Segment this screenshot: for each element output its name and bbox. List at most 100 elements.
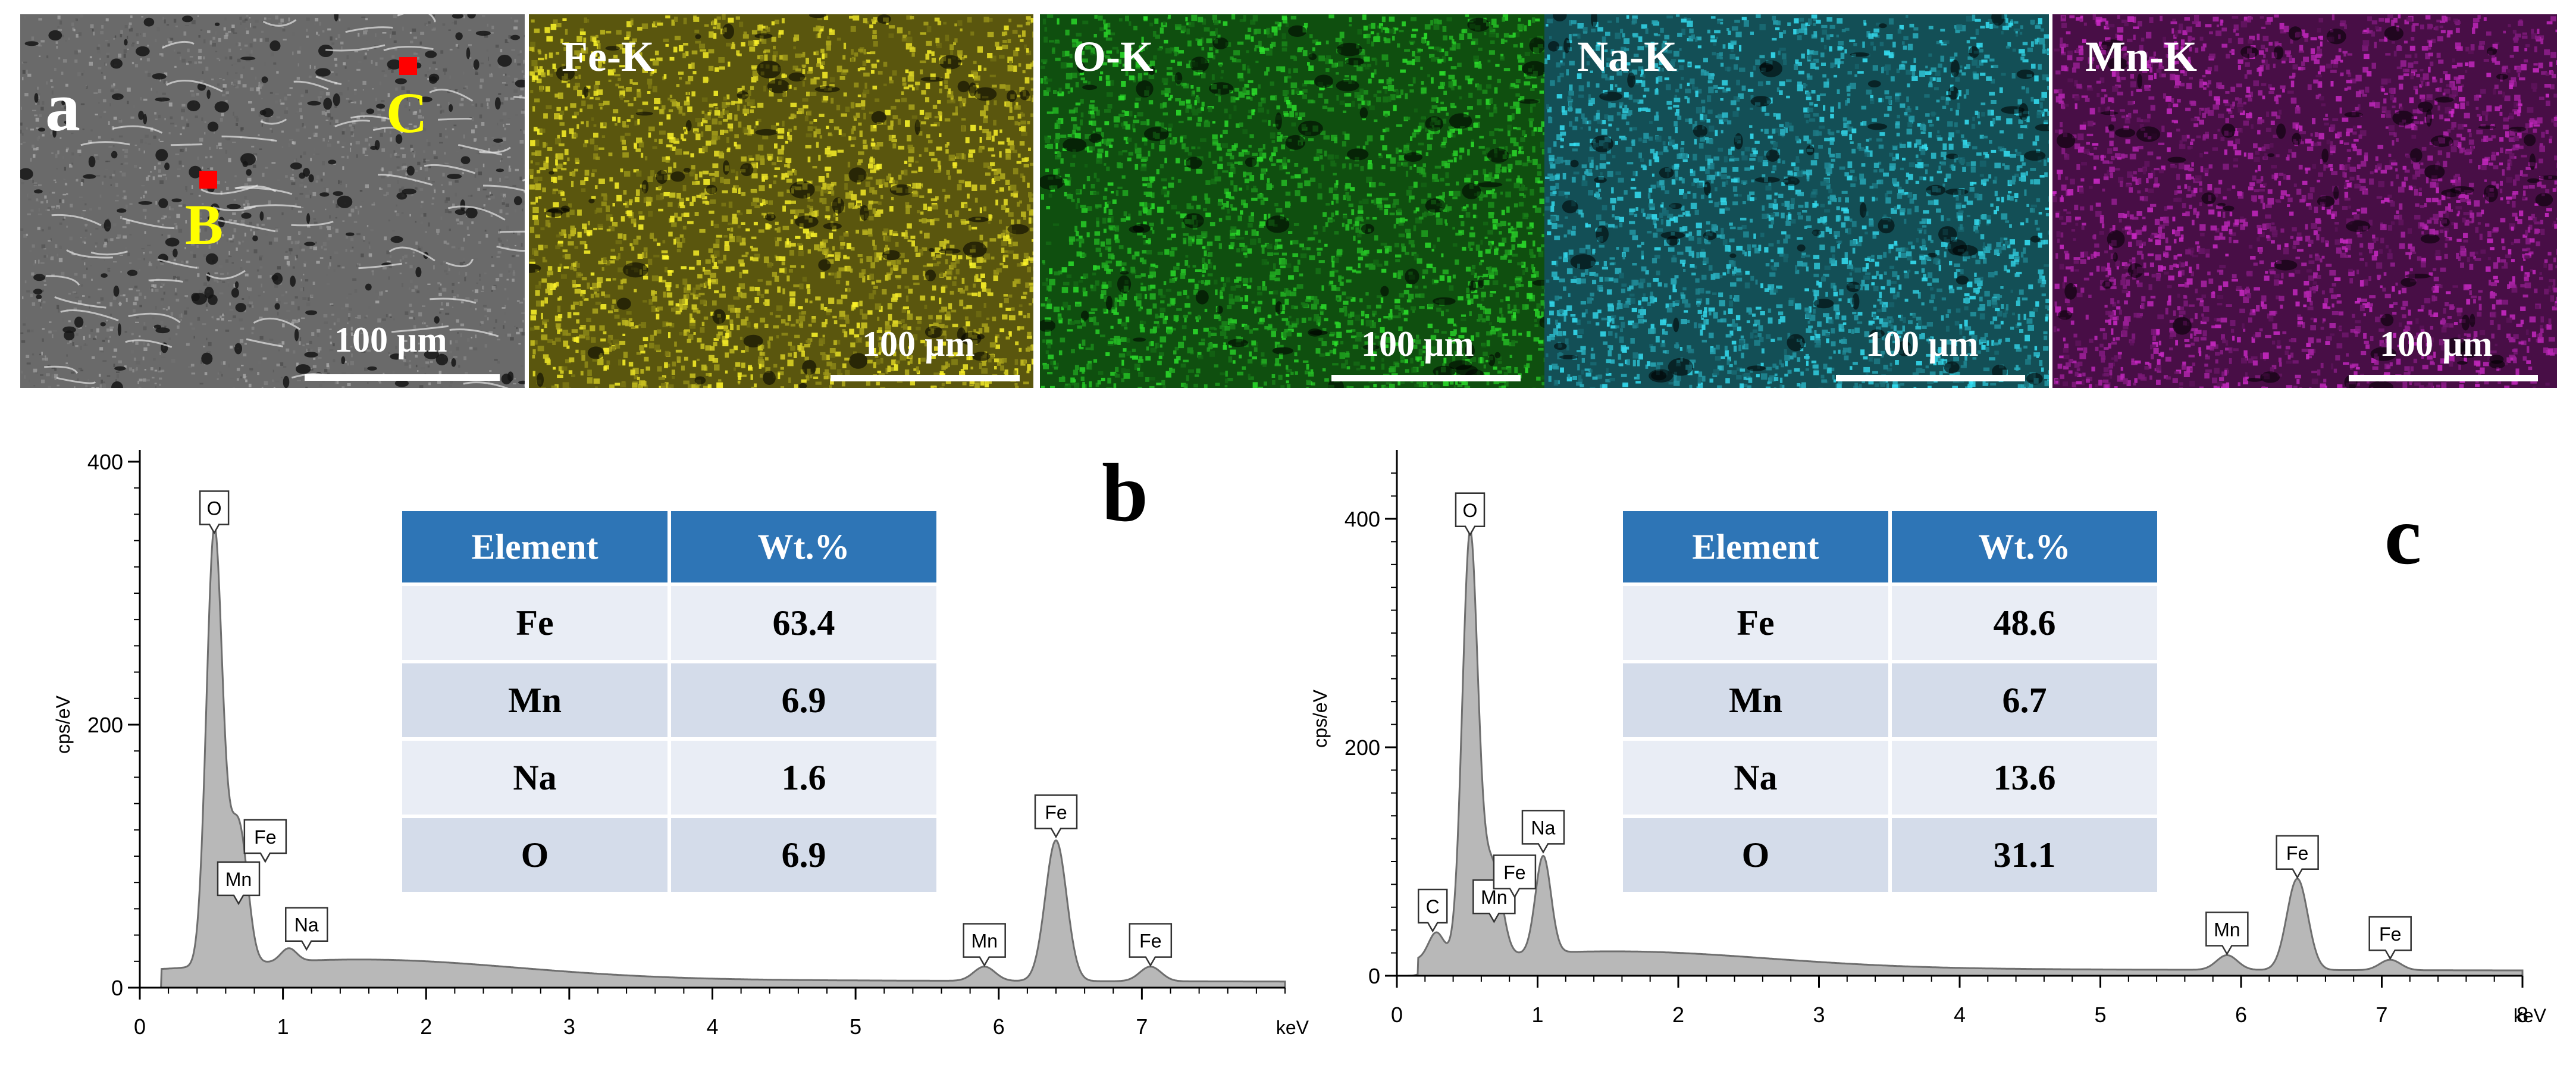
table-c-cell: Na [1619,737,1892,818]
spectrum-area [140,526,1286,989]
table-b-cell: 1.6 [667,737,940,818]
table-c-header-wt: Wt.% [1888,508,2161,586]
y-axis-label: cps/eV [1309,689,1331,747]
table-b-cell: Mn [399,660,671,741]
y-tick-label: 200 [1345,735,1380,760]
spectrum-b: 0 1 2 3 4 5 6 7 0 200 400 keV cps/eV O Fe Mn Na Mn Fe Fe b … [18,440,1309,1062]
table-b-header-element: Element [399,508,671,586]
composition-table-b: Element Wt.% Fe 63.4 Mn 6.9 Na 1.6 O 6.9 [399,508,940,895]
peak-label: Fe [1129,923,1173,967]
table-c-cell: O [1619,815,1892,895]
point-c-marker [399,57,417,75]
table-b-header-wt: Wt.% [667,508,940,586]
x-axis-label: keV [2514,1005,2547,1026]
fe-k-scale-label: 100 µm [862,324,975,364]
x-tick-label: 5 [2094,1003,2106,1027]
peak-label: Mn [217,861,261,906]
table-b-cell: 6.9 [667,815,940,895]
table-c-cell: Fe [1619,582,1892,663]
x-tick-label: 0 [1391,1003,1403,1027]
peak-label: C [1417,888,1448,933]
fe-k-map-texture [529,14,1033,388]
na-k-map-label: Na-K [1577,33,1677,80]
point-b-label: B [185,193,224,256]
panel-b-letter: b [1102,447,1148,539]
x-tick-label: 3 [563,1014,575,1039]
o-k-map-label: O-K [1073,33,1154,80]
peak-label: O [199,490,230,535]
peak-label: Fe [243,819,287,863]
table-c-cell: 13.6 [1888,737,2161,818]
x-tick-label: 6 [993,1014,1005,1039]
mn-k-map: Mn-K 100 µm [2052,14,2557,388]
sem-image: a C B 100 µm [20,14,525,388]
o-k-map-texture [1040,14,1544,388]
x-tick-label: 2 [420,1014,432,1039]
table-b-cell: Na [399,737,671,818]
point-b-marker [199,171,217,189]
table-b-cell: 6.9 [667,660,940,741]
table-c-cell: 31.1 [1888,815,2161,895]
na-k-map: Na-K 100 µm [1544,14,2049,388]
o-k-scale-bar [1331,375,1521,381]
x-tick-label: 7 [2376,1003,2387,1027]
sem-texture [20,14,525,388]
table-c-cell: 48.6 [1888,582,2161,663]
x-tick-label: 1 [1531,1003,1543,1027]
scale-bar [305,374,500,381]
y-tick-label: 0 [1368,964,1380,988]
y-tick-label: 400 [87,450,123,474]
panel-a-letter: a [45,68,80,146]
peak-label: Na [1521,810,1565,854]
table-b-cell: 63.4 [667,582,940,663]
x-tick-label: 7 [1136,1014,1148,1039]
na-k-scale-label: 100 µm [1866,324,1979,364]
peak-label: Fe [2368,916,2412,960]
peak-label: Fe [2276,835,2319,879]
x-tick-label: 4 [706,1014,718,1039]
peak-label: Mn [963,923,1006,967]
peak-label: Fe [1034,794,1078,838]
peak-label: Mn [1472,879,1516,923]
mn-k-scale-bar [2349,375,2538,381]
x-tick-label: 1 [277,1014,289,1039]
x-tick-label: 5 [850,1014,861,1039]
na-k-scale-bar [1836,375,2025,381]
mn-k-scale-label: 100 µm [2380,324,2493,364]
peak-label: O [1455,492,1486,537]
mn-k-map-label: Mn-K [2085,33,2197,80]
peak-label: Fe [1493,854,1537,898]
point-c-label: C [386,81,428,145]
x-tick-label: 8 [2517,1003,2528,1027]
peak-label: Mn [2205,911,2249,956]
x-tick-label: 2 [1672,1003,1684,1027]
x-tick-label: 6 [2235,1003,2247,1027]
o-k-map: O-K 100 µm [1040,14,1544,388]
scale-bar-label: 100 µm [334,320,447,359]
spectrum-c: 0 1 2 3 4 5 6 7 8 0 200 400 keV cps/eV C O Mn Fe Na Mn Fe Fe … [1309,440,2564,1062]
y-tick-label: 400 [1345,507,1380,531]
y-tick-label: 0 [111,976,123,1000]
x-tick-label: 0 [134,1014,146,1039]
composition-table-c: Element Wt.% Fe 48.6 Mn 6.7 Na 13.6 O 31… [1619,508,2161,895]
o-k-scale-label: 100 µm [1361,324,1474,364]
fe-k-map: Fe-K 100 µm [529,14,1033,388]
peak-label: Na [285,907,328,951]
x-tick-label: 4 [1954,1003,1966,1027]
table-c-cell: Mn [1619,660,1892,741]
spectrum-area [1397,530,2524,977]
table-c-cell: 6.7 [1888,660,2161,741]
fe-k-map-label: Fe-K [562,33,654,80]
table-b-cell: Fe [399,582,671,663]
table-c-header-element: Element [1619,508,1892,586]
mn-k-map-texture [2052,14,2557,388]
panel-c-letter: c [2384,490,2422,582]
y-axis-label: cps/eV [52,695,74,753]
y-tick-label: 200 [87,713,123,737]
na-k-map-texture [1544,14,2049,388]
x-axis-label: keV [1276,1017,1309,1038]
x-tick-label: 3 [1813,1003,1825,1027]
table-b-cell: O [399,815,671,895]
